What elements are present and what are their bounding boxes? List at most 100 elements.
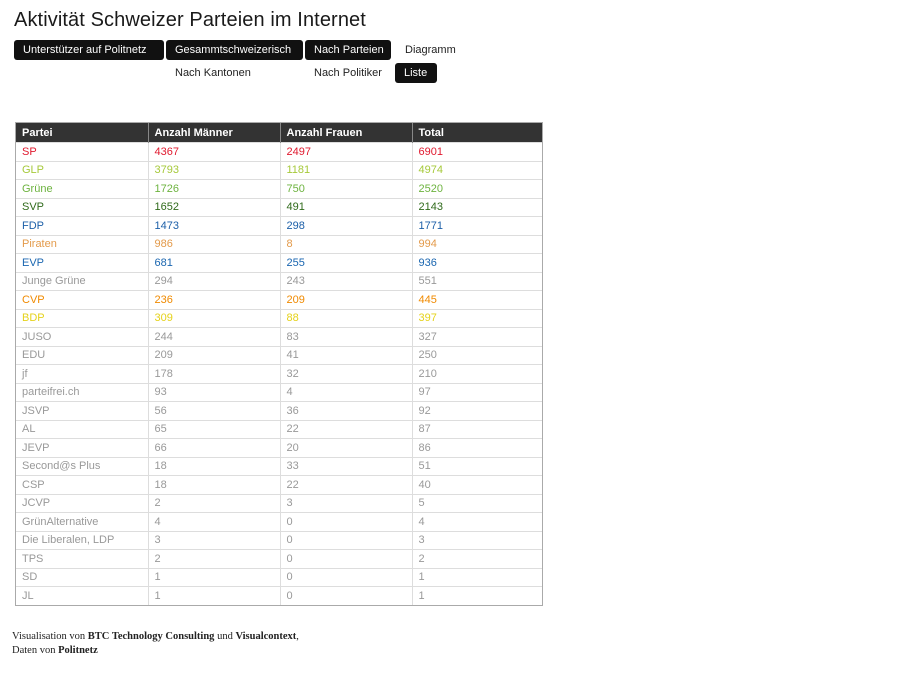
- column-header-maenner[interactable]: Anzahl Männer: [148, 123, 281, 143]
- table-row: Junge Grüne 294 243 551: [16, 271, 542, 291]
- cell-maenner: 309: [148, 308, 281, 328]
- cell-maenner: 56: [148, 401, 281, 420]
- party-table-container: Partei Anzahl Männer Anzahl Frauen Total…: [15, 122, 543, 606]
- cell-total: 1: [412, 567, 542, 587]
- table-row: parteifrei.ch 93 4 97: [16, 382, 542, 402]
- cell-partei: CVP: [16, 290, 149, 309]
- cell-total: 92: [412, 401, 542, 420]
- cell-total: 5: [412, 493, 542, 513]
- cell-partei: parteifrei.ch: [16, 382, 149, 402]
- table-row: JEVP 66 20 86: [16, 438, 542, 457]
- cell-total: 397: [412, 308, 542, 328]
- cell-partei: AL: [16, 419, 149, 439]
- cell-frauen: 0: [280, 549, 413, 568]
- cell-maenner: 66: [148, 438, 281, 457]
- credit-link-btc[interactable]: BTC Technology Consulting: [87, 631, 215, 642]
- table-row: JCVP 2 3 5: [16, 493, 542, 513]
- cell-maenner: 236: [148, 290, 281, 309]
- cell-total: 6901: [412, 142, 542, 161]
- cell-total: 4974: [412, 160, 542, 180]
- cell-total: 2: [412, 549, 542, 568]
- cell-frauen: 41: [280, 345, 413, 365]
- cell-total: 97: [412, 382, 542, 402]
- cell-partei: JCVP: [16, 493, 149, 513]
- cell-maenner: 178: [148, 364, 281, 383]
- credit-mid: und: [214, 631, 236, 642]
- nav-button-gesamtschweizerisch[interactable]: Gesammtschweizerisch: [166, 40, 303, 60]
- cell-partei: JL: [16, 586, 149, 605]
- cell-total: 210: [412, 364, 542, 383]
- cell-partei: SVP: [16, 197, 149, 217]
- cell-frauen: 33: [280, 456, 413, 476]
- cell-frauen: 0: [280, 586, 413, 605]
- cell-frauen: 491: [280, 197, 413, 217]
- cell-total: 551: [412, 271, 542, 291]
- nav-button-liste[interactable]: Liste: [395, 63, 437, 83]
- cell-maenner: 2: [148, 549, 281, 568]
- cell-maenner: 93: [148, 382, 281, 402]
- column-header-partei[interactable]: Partei: [16, 123, 149, 143]
- table-row: FDP 1473 298 1771: [16, 216, 542, 235]
- nav-button-unterstuetzer[interactable]: Unterstützer auf Politnetz: [14, 40, 164, 60]
- cell-partei: GLP: [16, 160, 149, 180]
- cell-partei: jf: [16, 364, 149, 383]
- credit-suffix: ,: [296, 631, 299, 642]
- cell-total: 445: [412, 290, 542, 309]
- table-row: JL 1 0 1: [16, 586, 542, 605]
- nav-button-nach-politiker[interactable]: Nach Politiker: [314, 67, 382, 79]
- column-header-total[interactable]: Total: [412, 123, 542, 143]
- cell-frauen: 32: [280, 364, 413, 383]
- table-row: Die Liberalen, LDP 3 0 3: [16, 530, 542, 550]
- cell-partei: FDP: [16, 216, 149, 235]
- cell-frauen: 209: [280, 290, 413, 309]
- cell-total: 327: [412, 327, 542, 346]
- cell-partei: BDP: [16, 308, 149, 328]
- nav-button-diagramm[interactable]: Diagramm: [405, 44, 456, 56]
- credit-link-visualcontext[interactable]: Visualcontext: [235, 631, 297, 642]
- cell-frauen: 0: [280, 512, 413, 531]
- cell-partei: Second@s Plus: [16, 456, 149, 476]
- footer-credits: Visualisation von BTC Technology Consult…: [12, 630, 299, 658]
- cell-maenner: 1726: [148, 179, 281, 198]
- cell-frauen: 243: [280, 271, 413, 291]
- data-source-link-politnetz[interactable]: Politnetz: [58, 645, 98, 656]
- cell-frauen: 750: [280, 179, 413, 198]
- cell-partei: Die Liberalen, LDP: [16, 530, 149, 550]
- table-row: JSVP 56 36 92: [16, 401, 542, 420]
- cell-partei: JSVP: [16, 401, 149, 420]
- table-row: SD 1 0 1: [16, 567, 542, 587]
- cell-frauen: 2497: [280, 142, 413, 161]
- cell-frauen: 3: [280, 493, 413, 513]
- cell-maenner: 2: [148, 493, 281, 513]
- table-row: Piraten 986 8 994: [16, 234, 542, 254]
- cell-partei: JEVP: [16, 438, 149, 457]
- cell-total: 86: [412, 438, 542, 457]
- cell-frauen: 36: [280, 401, 413, 420]
- nav-button-nach-parteien[interactable]: Nach Parteien: [305, 40, 391, 60]
- cell-partei: Grüne: [16, 179, 149, 198]
- cell-maenner: 3793: [148, 160, 281, 180]
- cell-partei: SP: [16, 142, 149, 161]
- nav-button-nach-kantonen[interactable]: Nach Kantonen: [175, 67, 251, 79]
- cell-maenner: 244: [148, 327, 281, 346]
- cell-frauen: 0: [280, 530, 413, 550]
- table-row: GrünAlternative 4 0 4: [16, 512, 542, 531]
- cell-total: 1: [412, 586, 542, 605]
- cell-frauen: 0: [280, 567, 413, 587]
- data-source-prefix: Daten von: [12, 645, 59, 656]
- cell-maenner: 1473: [148, 216, 281, 235]
- table-row: GLP 3793 1181 4974: [16, 160, 542, 180]
- cell-total: 3: [412, 530, 542, 550]
- cell-maenner: 18: [148, 456, 281, 476]
- party-table: Partei Anzahl Männer Anzahl Frauen Total…: [16, 123, 542, 605]
- cell-maenner: 4: [148, 512, 281, 531]
- column-header-frauen[interactable]: Anzahl Frauen: [280, 123, 413, 143]
- table-body: SP 4367 2497 6901 GLP 3793 1181 4974 Grüne 1726 75…: [16, 142, 542, 605]
- table-row: jf 178 32 210: [16, 364, 542, 383]
- cell-total: 4: [412, 512, 542, 531]
- cell-partei: EDU: [16, 345, 149, 365]
- table-row: SVP 1652 491 2143: [16, 197, 542, 217]
- cell-frauen: 22: [280, 475, 413, 494]
- cell-total: 51: [412, 456, 542, 476]
- cell-maenner: 986: [148, 234, 281, 254]
